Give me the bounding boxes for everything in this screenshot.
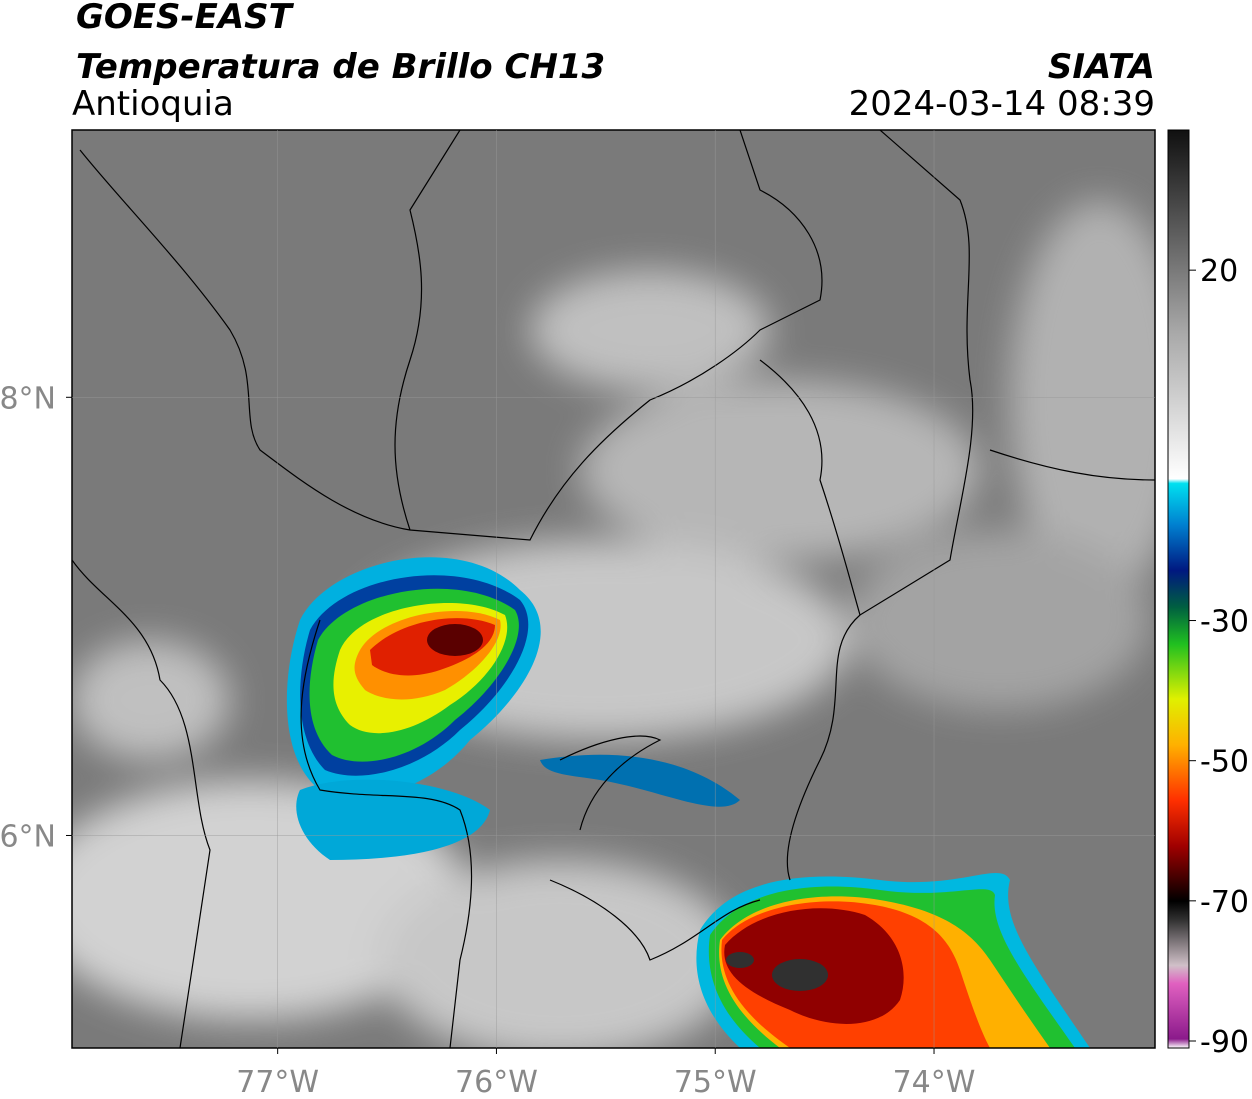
y-tick-label: 8°N bbox=[0, 381, 56, 416]
source-label: SIATA bbox=[1048, 47, 1155, 87]
storm-south bbox=[696, 872, 1090, 1048]
map-frame bbox=[71, 129, 1156, 1049]
datetime-label: 2024-03-14 08:39 bbox=[849, 84, 1155, 124]
colorbar bbox=[1167, 129, 1190, 1049]
y-tick-label: 6°N bbox=[0, 819, 56, 854]
satellite-title: GOES-EAST bbox=[76, 0, 295, 37]
colorbar-tick-label: -50 bbox=[1200, 745, 1249, 780]
colorbar-tick-label: -70 bbox=[1200, 885, 1249, 920]
colorbar-tick-label: -90 bbox=[1200, 1025, 1249, 1060]
x-tick-label: 77°W bbox=[236, 1065, 319, 1099]
x-tick-label: 76°W bbox=[455, 1065, 538, 1099]
product-title: Temperatura de Brillo CH13 bbox=[76, 47, 605, 87]
colorbar-tick-label: 20 bbox=[1200, 254, 1238, 289]
borders bbox=[72, 130, 1155, 1048]
x-tick-label: 74°W bbox=[893, 1065, 976, 1099]
x-tick-label: 75°W bbox=[674, 1065, 757, 1099]
region-label: Antioquia bbox=[72, 84, 234, 124]
colorbar-tick-label: -30 bbox=[1200, 605, 1249, 640]
storm-west bbox=[286, 557, 740, 860]
satellite-image bbox=[72, 130, 1155, 1048]
